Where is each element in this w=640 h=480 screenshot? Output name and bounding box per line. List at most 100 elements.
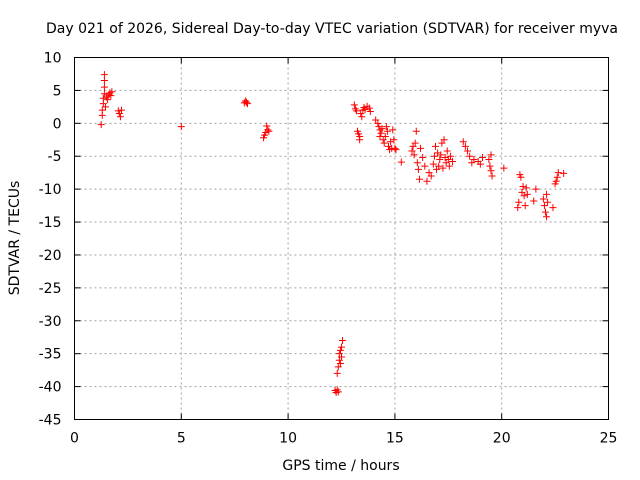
data-points [97,71,568,397]
data-point [378,125,386,133]
data-point [334,388,342,396]
data-point [522,184,530,192]
x-tick-label: 0 [70,431,79,447]
data-point [391,144,399,152]
data-point [411,139,419,147]
data-point [445,162,453,170]
data-point [383,127,391,135]
data-point [544,198,552,206]
axes: 0 5 10 15 20 25 10 5 0 -5 -10 -15 -20 -25 -30 -35 -40 -45 [39,51,618,447]
x-axis-label: GPS time / hours [282,458,399,474]
data-point [107,92,115,100]
data-point [560,169,568,177]
data-point [116,113,124,121]
data-point [464,147,472,155]
data-point [356,136,364,144]
data-point [466,152,474,160]
plot-frame [74,57,609,420]
data-point [430,152,438,160]
y-tick-label: -40 [39,380,62,396]
data-point [440,136,448,144]
data-point [336,360,344,368]
data-point [366,107,374,115]
data-point [352,107,360,115]
data-point [459,138,467,146]
data-point [392,146,400,154]
data-point [358,113,366,121]
data-point [435,162,443,170]
data-point [108,88,116,96]
y-tick-label: 0 [53,116,62,132]
data-point [410,151,418,159]
data-point [104,96,112,104]
data-point [488,172,496,180]
y-tick-label: 5 [53,83,62,99]
data-point [390,136,398,144]
data-point [517,173,525,181]
data-point [487,167,495,175]
data-point [486,162,494,170]
data-point [339,337,347,345]
data-point [514,204,522,212]
data-point [553,173,561,181]
data-point [427,172,435,180]
data-point [365,104,373,112]
data-point [265,127,273,135]
x-tick-label: 15 [386,431,404,447]
y-axis-label: SDTVAR / TECUs [7,181,23,296]
y-tick-label: -35 [39,347,62,363]
data-point [423,177,431,185]
data-point [519,183,527,191]
data-point [554,169,562,177]
data-point [244,100,252,108]
data-point [543,213,551,221]
data-point [117,106,125,114]
data-point [374,119,382,127]
data-point [549,204,557,212]
data-point [446,152,454,160]
y-tick-label: -10 [39,182,62,198]
data-point [478,154,486,162]
data-point [515,198,523,206]
x-tick-label: 10 [279,431,297,447]
data-point [461,142,469,150]
data-point [408,147,416,155]
data-point [100,71,108,79]
data-point [552,177,560,185]
data-point [449,157,457,165]
grid-lines [74,57,609,420]
data-point [436,156,444,164]
data-point [429,160,437,168]
data-point [541,208,549,216]
data-point [177,123,185,131]
data-point [242,98,250,106]
data-point [540,202,548,210]
data-point [431,142,439,150]
y-tick-label: -5 [48,149,62,165]
data-point [380,139,388,147]
y-tick-label: -25 [39,281,62,297]
data-point [389,126,397,134]
y-tick-label: -45 [39,413,62,429]
data-point [381,132,389,140]
data-point [530,197,538,205]
data-point [100,83,108,91]
chart-title: Day 021 of 2026, Sidereal Day-to-day VTE… [46,21,618,37]
data-point [543,190,551,198]
data-point [520,192,528,200]
data-point [99,94,107,102]
y-tick-label: -15 [39,215,62,231]
data-point [437,151,445,159]
data-point [415,175,423,183]
data-point [443,147,451,155]
data-point [417,144,425,152]
data-point [470,156,478,164]
y-tick-label: -30 [39,314,62,330]
data-point [476,160,484,168]
data-point [333,369,341,377]
data-point [485,156,493,164]
data-point [350,101,358,109]
data-point [500,164,508,172]
y-tick-label: 10 [44,51,62,67]
